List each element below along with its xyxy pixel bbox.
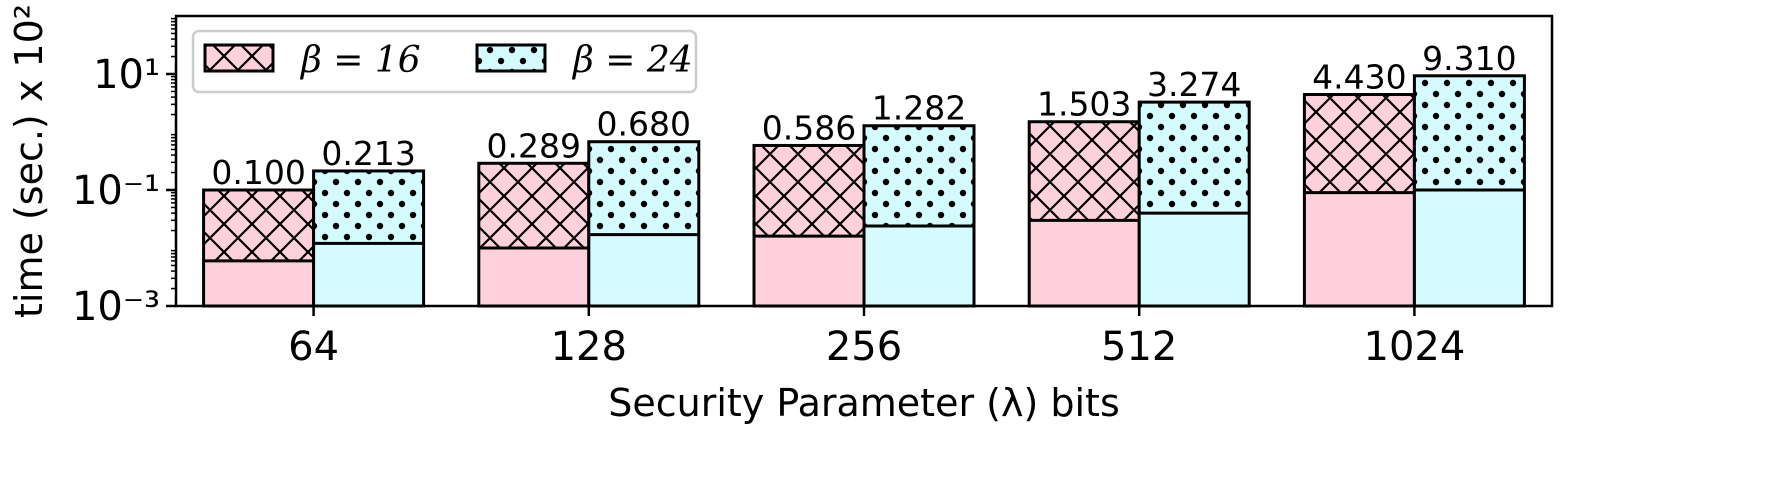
y-tick-label: 10¹ — [93, 52, 160, 98]
bar-base-segment — [203, 260, 314, 306]
bar-value-label: 4.430 — [1312, 58, 1406, 97]
bar-pattern — [588, 141, 699, 235]
y-tick-label: 10⁻³ — [72, 284, 160, 330]
bar-value-label: 0.680 — [597, 105, 691, 144]
bar-pattern — [1139, 102, 1250, 214]
bar-pattern — [1304, 94, 1415, 193]
bar-base-segment — [313, 243, 424, 306]
bar-base-segment — [588, 234, 699, 306]
bar-base-segment — [1139, 213, 1250, 306]
bar-base-segment — [1029, 220, 1140, 306]
bar-base-segment — [1414, 190, 1525, 306]
y-axis-label: time (sec.) x 10² — [7, 4, 51, 318]
legend-label: β = 16 — [299, 40, 421, 81]
bar-base-segment — [478, 248, 589, 306]
bar-value-label: 0.586 — [762, 108, 856, 147]
bar-pattern — [1414, 75, 1525, 190]
legend: β = 16 β = 24 — [191, 29, 698, 94]
bar-pattern — [478, 163, 589, 248]
x-tick-label: 128 — [551, 324, 627, 370]
bar-base-segment — [1304, 192, 1415, 306]
bars-layer — [202, 74, 1526, 308]
legend-swatch — [203, 43, 275, 73]
bar-pattern — [203, 190, 314, 261]
bar-pattern — [754, 145, 864, 237]
bar-value-label: 0.100 — [211, 153, 305, 192]
x-axis-label: Security Parameter (λ) bits — [608, 381, 1120, 425]
x-tick-label: 512 — [1101, 324, 1177, 370]
legend-frame — [191, 29, 698, 94]
y-tick-label: 10⁻¹ — [72, 168, 160, 214]
bar-base-segment — [864, 225, 974, 306]
legend-swatch — [475, 43, 547, 73]
bar-pattern — [864, 125, 974, 226]
legend-label: β = 24 — [571, 40, 693, 81]
value-labels-layer: 0.100 0.213 0.289 0.680 0.586 1.282 1.503 3.274… — [211, 39, 1516, 192]
bar-value-label: 3.274 — [1147, 65, 1241, 104]
x-tick-label: 1024 — [1364, 324, 1466, 370]
bar-value-label: 1.282 — [872, 89, 966, 128]
bar-pattern — [313, 170, 424, 244]
x-tick-label: 64 — [288, 324, 339, 370]
x-tick-label: 256 — [826, 324, 902, 370]
bar-value-label: 9.310 — [1422, 39, 1516, 78]
bar-value-label: 0.213 — [321, 134, 415, 173]
x-axis: 64 128 256 512 1024 — [288, 306, 1465, 370]
bar-base-segment — [754, 236, 864, 306]
bar-value-label: 0.289 — [487, 126, 581, 165]
bar-value-label: 1.503 — [1037, 85, 1131, 124]
y-axis: 10⁻³ 10⁻¹ 10¹ — [72, 17, 176, 330]
bar-pattern — [1029, 121, 1140, 221]
